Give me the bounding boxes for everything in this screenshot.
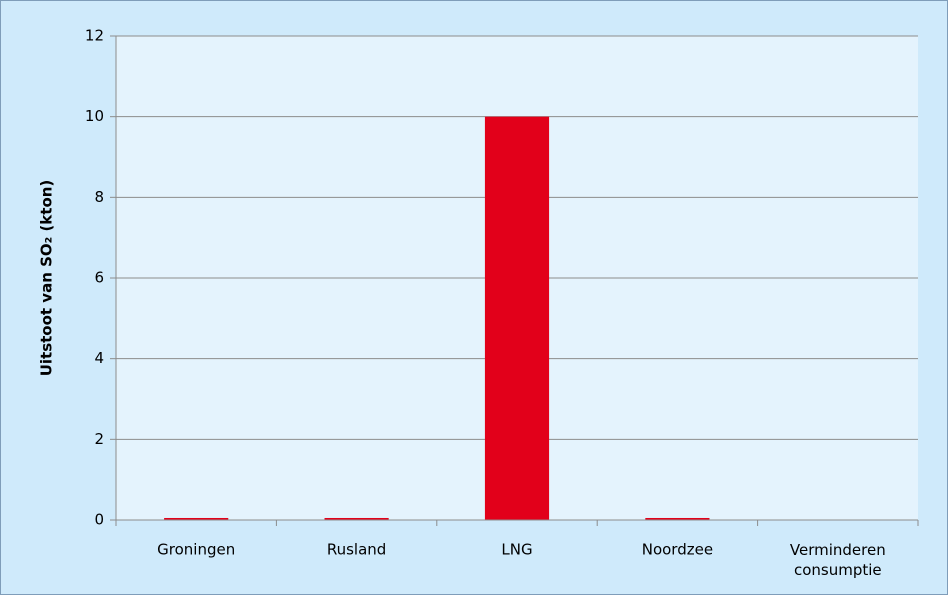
x-tick-label: Rusland	[327, 541, 386, 559]
y-tick-label: 8	[94, 188, 104, 206]
y-tick-label: 2	[94, 430, 104, 448]
y-tick-label: 4	[94, 349, 104, 367]
x-tick-label: LNG	[501, 541, 532, 559]
bar	[484, 116, 550, 521]
x-tick-label: Groningen	[157, 541, 235, 559]
x-tick-label: Verminderen consumptie	[790, 541, 886, 579]
bar	[324, 517, 389, 520]
y-tick-label: 0	[94, 511, 104, 529]
y-tick-label: 6	[94, 269, 104, 287]
bar	[164, 517, 229, 520]
bar	[645, 517, 710, 520]
x-tick-label: Noordzee	[642, 541, 713, 559]
y-tick-label: 10	[85, 107, 104, 125]
y-tick-label: 12	[85, 27, 104, 45]
y-axis-label: Uitstoot van SO₂ (kton)	[38, 180, 56, 377]
